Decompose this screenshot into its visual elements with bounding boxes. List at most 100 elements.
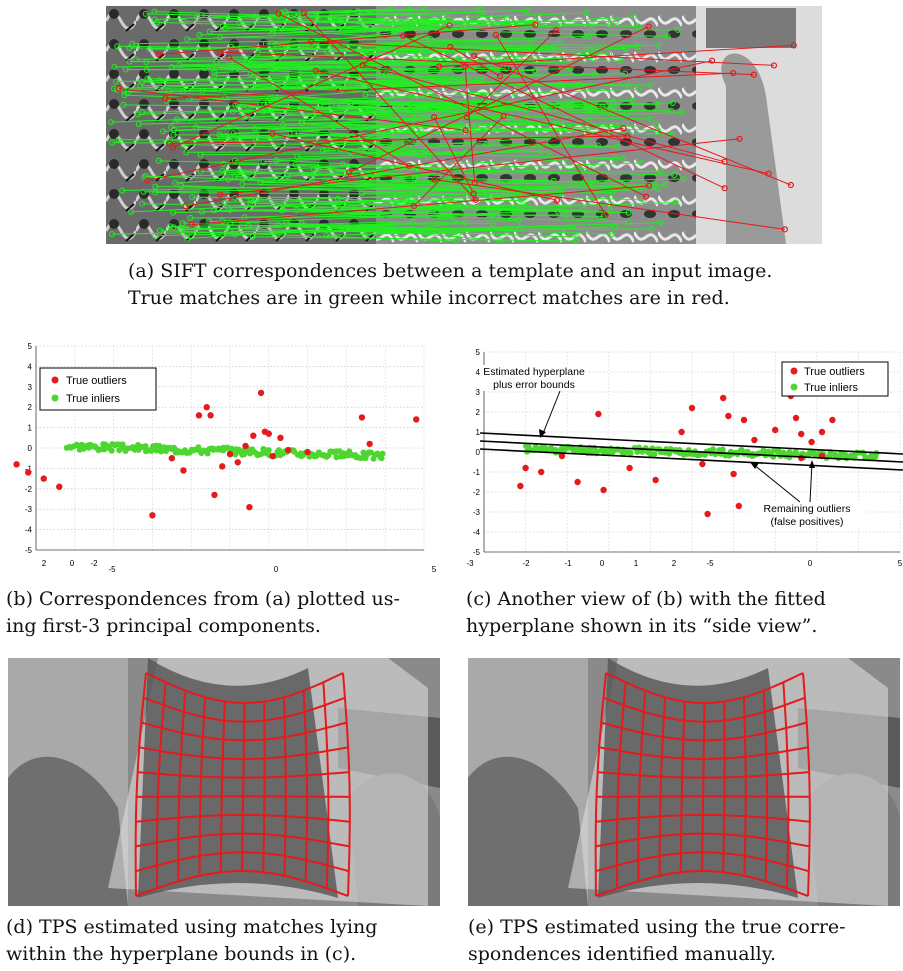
match-line-true bbox=[155, 186, 613, 193]
match-line-incorrect bbox=[228, 57, 410, 167]
inlier-point bbox=[148, 447, 155, 454]
caption-b-line-1: (b) Correspondences from (a) plotted us- bbox=[6, 588, 400, 610]
match-line-incorrect bbox=[311, 40, 774, 66]
tps-grid-line bbox=[140, 721, 347, 742]
match-line-true bbox=[219, 36, 560, 42]
match-line-true bbox=[200, 152, 414, 156]
match-line-incorrect bbox=[118, 88, 466, 131]
tps-grid-line bbox=[135, 869, 349, 897]
match-line-incorrect bbox=[191, 185, 649, 226]
match-line-true bbox=[341, 12, 587, 23]
outlier-point bbox=[285, 446, 292, 454]
match-line-true bbox=[332, 213, 629, 223]
match-line-true bbox=[368, 107, 672, 112]
tps-grid-line bbox=[143, 696, 346, 723]
inlier-point bbox=[108, 447, 115, 454]
match-line-true bbox=[274, 95, 476, 110]
outlier-point bbox=[678, 428, 685, 436]
outlier-point bbox=[652, 476, 659, 484]
match-line-true bbox=[181, 219, 519, 231]
outlier-point bbox=[751, 436, 758, 444]
tps-grid-line bbox=[722, 701, 726, 873]
panel-a-sift-correspondence-image bbox=[106, 6, 822, 244]
match-line-true bbox=[278, 224, 413, 230]
match-line-true bbox=[114, 73, 595, 90]
outlier-point bbox=[792, 414, 800, 422]
outlier-point bbox=[242, 442, 249, 450]
x-tick-label: -5 bbox=[108, 565, 116, 574]
tps-grid-line bbox=[679, 701, 686, 873]
tps-grid-line bbox=[137, 771, 350, 779]
match-line-incorrect bbox=[434, 179, 785, 230]
match-line-true bbox=[284, 11, 448, 16]
match-line-incorrect bbox=[362, 64, 725, 163]
tps-grid-line bbox=[762, 690, 769, 882]
outlier-point bbox=[304, 448, 311, 456]
outlier-point bbox=[195, 412, 203, 419]
tps-grid-line bbox=[282, 697, 287, 876]
match-line-incorrect bbox=[303, 12, 476, 201]
tps-grid-line bbox=[135, 814, 350, 823]
tps-grid-line bbox=[599, 746, 809, 761]
inlier-point bbox=[649, 445, 656, 452]
depth-tick-label: 2 bbox=[42, 559, 47, 568]
inlier-point bbox=[258, 451, 265, 458]
y-tick-label: 5 bbox=[476, 348, 481, 357]
outlier-point bbox=[829, 416, 836, 424]
match-line-true bbox=[322, 137, 549, 152]
match-line-incorrect bbox=[158, 24, 536, 55]
legend-label-outliers: True outliers bbox=[804, 366, 865, 378]
data-points bbox=[517, 392, 880, 518]
y-tick-label: 0 bbox=[28, 444, 33, 453]
x-tick-label: 5 bbox=[898, 559, 903, 568]
outlier-point bbox=[180, 467, 187, 474]
tps-grid-line bbox=[219, 701, 226, 873]
match-line-true bbox=[173, 134, 589, 137]
tps-grid-line bbox=[145, 672, 344, 705]
y-tick-label: 3 bbox=[28, 383, 33, 392]
tps-grid-line bbox=[802, 672, 811, 897]
outlier-point bbox=[574, 478, 581, 486]
y-tick-label: 3 bbox=[476, 388, 481, 397]
tps-warp-image-e bbox=[468, 658, 900, 906]
match-line-true bbox=[302, 122, 673, 136]
outlier-point bbox=[203, 404, 210, 411]
match-line-true bbox=[230, 209, 584, 224]
match-line-true bbox=[111, 226, 573, 235]
tps-grid-line bbox=[595, 814, 810, 823]
y-tick-label: -2 bbox=[473, 488, 481, 497]
tps-grid-line bbox=[600, 721, 807, 742]
tps-red-grid bbox=[134, 672, 351, 897]
legend: True outliers True inliers bbox=[781, 361, 889, 397]
y-tick-label: 2 bbox=[28, 403, 33, 412]
outlier-point bbox=[250, 432, 257, 439]
match-line-incorrect bbox=[439, 44, 794, 67]
y-tick-label: -1 bbox=[25, 464, 33, 473]
tps-grid-line bbox=[135, 851, 350, 873]
caption-e-line-1: (e) TPS estimated using the true corre- bbox=[468, 916, 846, 938]
match-line-true bbox=[199, 24, 593, 36]
match-line-true bbox=[363, 16, 634, 31]
y-tick-label: 4 bbox=[28, 362, 33, 371]
tps-grid-line bbox=[241, 702, 246, 872]
match-line-true bbox=[252, 236, 577, 242]
match-line-true bbox=[316, 9, 528, 18]
match-line-true bbox=[250, 202, 462, 207]
outlier-point bbox=[13, 461, 20, 468]
match-line-true bbox=[336, 104, 502, 115]
match-line-incorrect bbox=[450, 46, 501, 77]
match-line-incorrect bbox=[169, 135, 628, 145]
outlier-point bbox=[219, 463, 226, 470]
outlier-point bbox=[730, 470, 737, 478]
caption-a-line-1: (a) SIFT correspondences between a templ… bbox=[128, 260, 773, 282]
match-line-true bbox=[211, 67, 480, 82]
outlier-point bbox=[257, 389, 265, 397]
inlier-point bbox=[719, 446, 726, 453]
match-line-true bbox=[331, 17, 396, 32]
match-line-true bbox=[339, 149, 428, 158]
tps-grid-line bbox=[595, 869, 809, 897]
tps-grid-line bbox=[782, 682, 790, 889]
annotation-hyperplane: Estimated hyperplane plus error bounds bbox=[480, 365, 588, 438]
match-line-incorrect bbox=[185, 127, 624, 207]
y-tick-label: -3 bbox=[473, 508, 481, 517]
